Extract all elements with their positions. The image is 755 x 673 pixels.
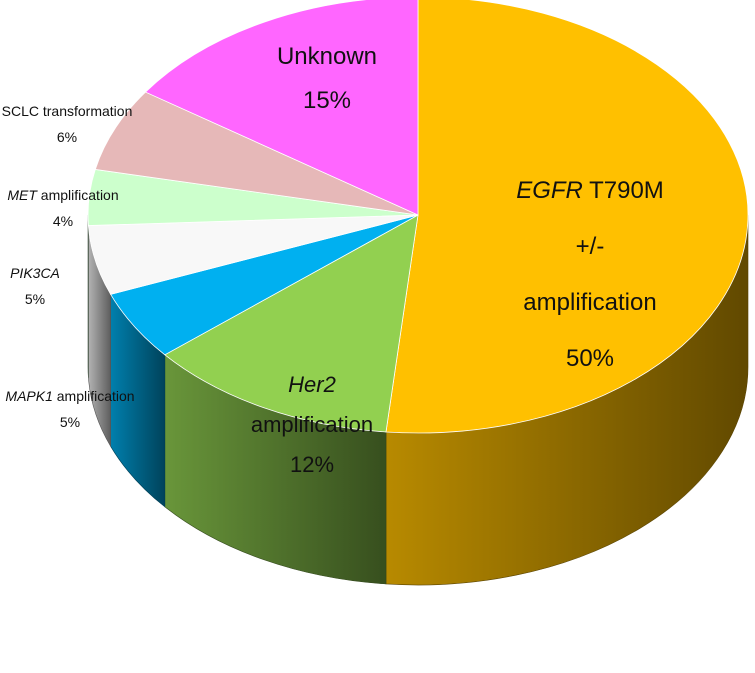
- pie-slice-6: [94, 91, 419, 216]
- slice-label-line: amplification: [251, 412, 373, 437]
- slice-value-label: 5%: [25, 291, 45, 307]
- slice-label-line: amplification: [523, 289, 656, 316]
- slice-label-4: PIK3CA 5%: [10, 265, 60, 307]
- slice-label-3: MAPK1 amplification 5%: [5, 388, 134, 430]
- slice-value-label: 15%: [303, 87, 351, 114]
- pie-slice-2: [164, 214, 419, 433]
- slice-label-line: +/-: [576, 233, 605, 260]
- pie-top-faces: [87, 0, 749, 434]
- pie-slice-1: [385, 0, 749, 434]
- pie-side-walls: [87, 214, 749, 586]
- slice-value-label: 50%: [566, 345, 614, 372]
- slice-label-line: Her2: [288, 372, 336, 397]
- slice-value-label: 5%: [60, 414, 80, 430]
- slice-value-label: 4%: [53, 213, 73, 229]
- slice-value-label: 12%: [290, 452, 334, 477]
- slice-label-5: MET amplification 4%: [7, 187, 118, 229]
- slice-label-7: Unknown 15%: [277, 43, 377, 114]
- slice-label-line: MAPK1 amplification: [5, 388, 134, 404]
- pie-slice-7: [144, 0, 419, 216]
- slice-label-line: Unknown: [277, 43, 377, 70]
- slice-label-2: Her2 amplification 12%: [251, 372, 373, 477]
- slice-label-6: SCLC transformation 6%: [2, 103, 133, 145]
- slice-label-line: EGFR T790M: [516, 177, 664, 204]
- slice-label-line: PIK3CA: [10, 265, 60, 281]
- slice-value-label: 6%: [57, 129, 77, 145]
- pie-labels: EGFR T790M +/- amplification 50% Her2 amplifi…: [2, 43, 664, 477]
- slice-label-line: SCLC transformation: [2, 103, 133, 119]
- slice-label-1: EGFR T790M +/- amplification 50%: [516, 177, 664, 372]
- slice-label-line: MET amplification: [7, 187, 118, 203]
